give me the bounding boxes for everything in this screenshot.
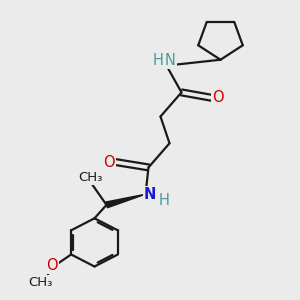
Text: N: N [144,187,156,202]
Text: O: O [212,90,224,105]
Text: H: H [153,53,164,68]
Polygon shape [106,194,146,208]
Text: O: O [103,154,115,169]
Text: CH₃: CH₃ [28,276,53,289]
Text: N: N [165,53,176,68]
Text: CH₃: CH₃ [78,171,102,184]
Text: H: H [159,193,170,208]
Text: O: O [46,258,58,273]
